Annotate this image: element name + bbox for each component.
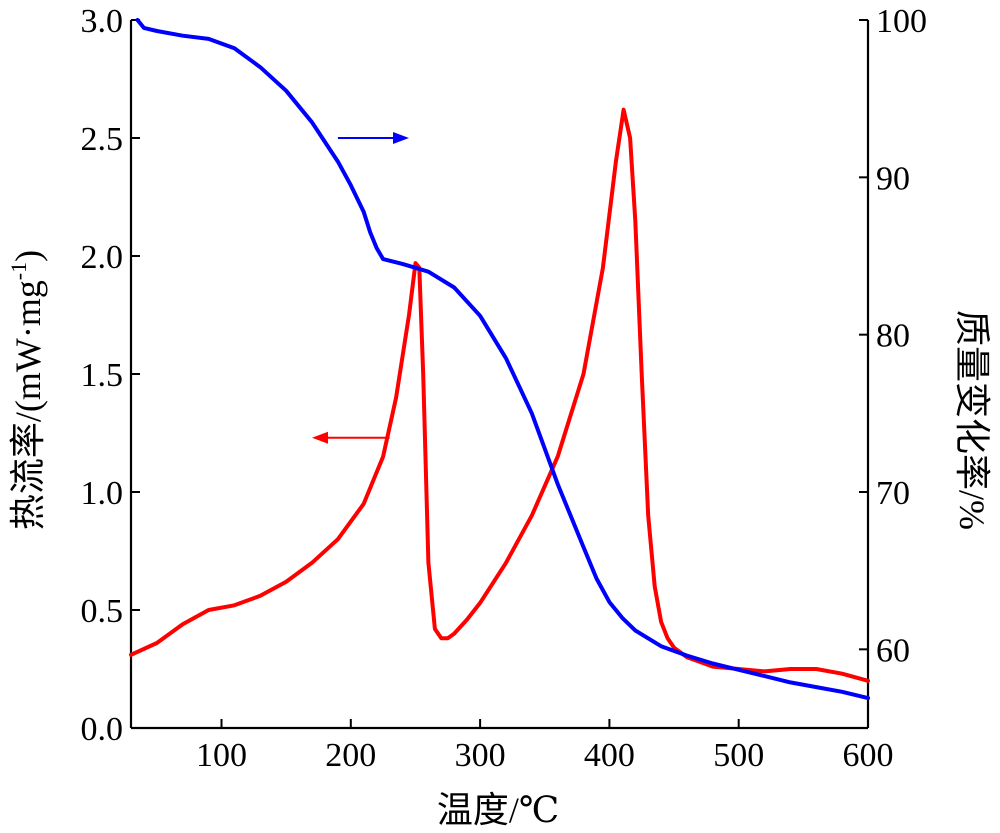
y-left-axis-title-end: ): [8, 250, 48, 262]
arrow-right-indicator: [337, 132, 409, 144]
x-axis-title: 温度/℃: [437, 790, 559, 830]
arrows: [312, 132, 409, 444]
y-left-tick-label: 2.5: [81, 121, 124, 158]
ticks: 100 200 300 400 500 600 0.0 0.5 1.0 1.5 2.0 2.5 3.0 6…: [81, 3, 928, 774]
x-tick-label: 600: [843, 737, 894, 774]
y-left-tick-label: 3.0: [81, 3, 124, 40]
y-right-tick-label: 90: [876, 160, 910, 197]
y-right-tick-label: 100: [876, 3, 927, 40]
y-right-tick-label: 60: [876, 632, 910, 669]
x-tick-label: 100: [196, 737, 247, 774]
arrow-head: [392, 132, 409, 144]
y-left-tick-label: 0.0: [81, 711, 124, 748]
y-left-tick-label: 1.5: [81, 357, 124, 394]
y-right-tick-label: 80: [876, 318, 910, 355]
x-tick-label: 500: [713, 737, 764, 774]
y-left-tick-label: 1.0: [81, 475, 124, 512]
x-tick-label: 400: [584, 737, 635, 774]
y-right-tick-label: 70: [876, 475, 910, 512]
y-left-tick-label: 0.5: [81, 593, 124, 630]
heat-flow-line: [129, 107, 870, 683]
y-left-axis-title-sup: -1: [6, 262, 31, 280]
y-right-axis-title: 质量变化率/%: [952, 310, 992, 530]
y-left-axis-title: 热流率/(mW·mg-1): [6, 250, 48, 530]
x-tick-label: 200: [325, 737, 376, 774]
arrow-left-indicator: [312, 431, 390, 444]
y-left-axis-title-main: 热流率/(mW·mg: [8, 280, 48, 530]
series-group: [129, 18, 870, 701]
mass-change-line: [135, 18, 870, 701]
axes: [129, 20, 870, 730]
x-tick-label: 300: [455, 737, 506, 774]
y-left-tick-label: 2.0: [81, 239, 124, 276]
arrow-head: [312, 431, 329, 444]
